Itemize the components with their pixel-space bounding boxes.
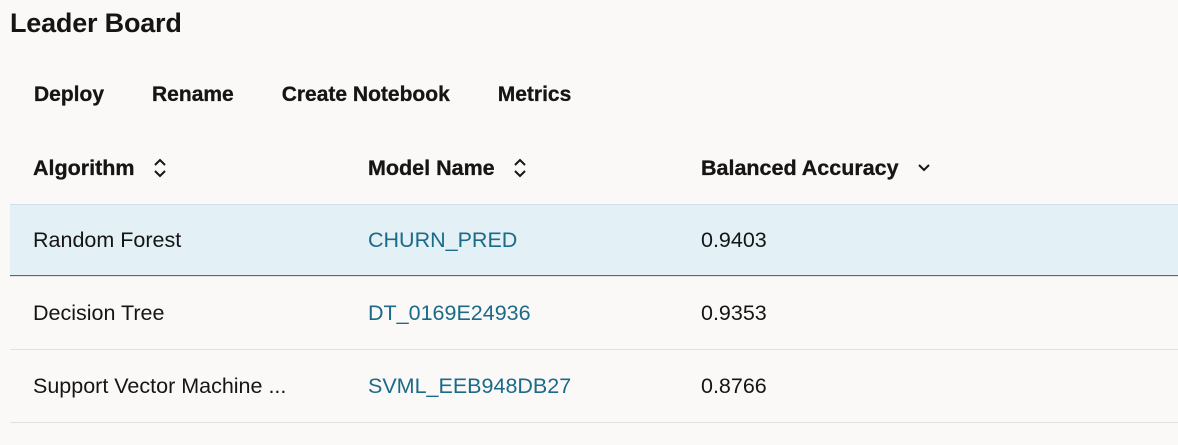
cell-algorithm: Decision Tree [33, 300, 165, 325]
column-header-algorithm[interactable]: Algorithm [33, 132, 169, 204]
cell-algorithm: Support Vector Machine ... [33, 373, 287, 398]
leader-board-table: Algorithm Model Name Balanced Accuracy R… [10, 132, 1178, 423]
column-header-balanced-accuracy[interactable]: Balanced Accuracy [701, 132, 933, 204]
column-header-model-name[interactable]: Model Name [368, 132, 529, 204]
column-header-label: Balanced Accuracy [701, 155, 899, 180]
rename-button[interactable]: Rename [152, 83, 234, 106]
deploy-button[interactable]: Deploy [34, 83, 105, 106]
model-name-link[interactable]: SVML_EEB948DB27 [368, 373, 572, 398]
table-row[interactable]: Decision Tree DT_0169E24936 0.9353 [10, 276, 1178, 349]
cell-balanced-accuracy: 0.9353 [701, 300, 767, 325]
create-notebook-button[interactable]: Create Notebook [281, 83, 450, 106]
table-header: Algorithm Model Name Balanced Accuracy [10, 132, 1178, 204]
model-name-link[interactable]: DT_0169E24936 [368, 300, 531, 325]
cell-balanced-accuracy: 0.8766 [701, 373, 767, 398]
sort-both-icon[interactable] [151, 156, 169, 180]
page-title: Leader Board [10, 8, 182, 38]
metrics-button[interactable]: Metrics [497, 83, 572, 106]
chevron-down-icon[interactable] [915, 156, 933, 180]
table-row[interactable]: Random Forest CHURN_PRED 0.9403 [10, 204, 1178, 276]
column-header-label: Algorithm [33, 155, 135, 180]
sort-both-icon[interactable] [511, 156, 529, 180]
toolbar: Deploy Rename Create Notebook Metrics [10, 78, 595, 112]
table-row[interactable]: Support Vector Machine ... SVML_EEB948DB… [10, 349, 1178, 423]
cell-algorithm: Random Forest [33, 227, 182, 252]
model-name-link[interactable]: CHURN_PRED [368, 227, 518, 252]
column-header-label: Model Name [368, 155, 495, 180]
cell-balanced-accuracy: 0.9403 [701, 227, 767, 252]
